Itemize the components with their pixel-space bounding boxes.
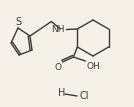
Text: OH: OH [86, 62, 100, 71]
Text: O: O [54, 63, 61, 72]
Text: Cl: Cl [80, 91, 90, 101]
Text: H: H [58, 88, 66, 98]
Text: NH: NH [51, 25, 64, 34]
Text: S: S [15, 17, 21, 27]
